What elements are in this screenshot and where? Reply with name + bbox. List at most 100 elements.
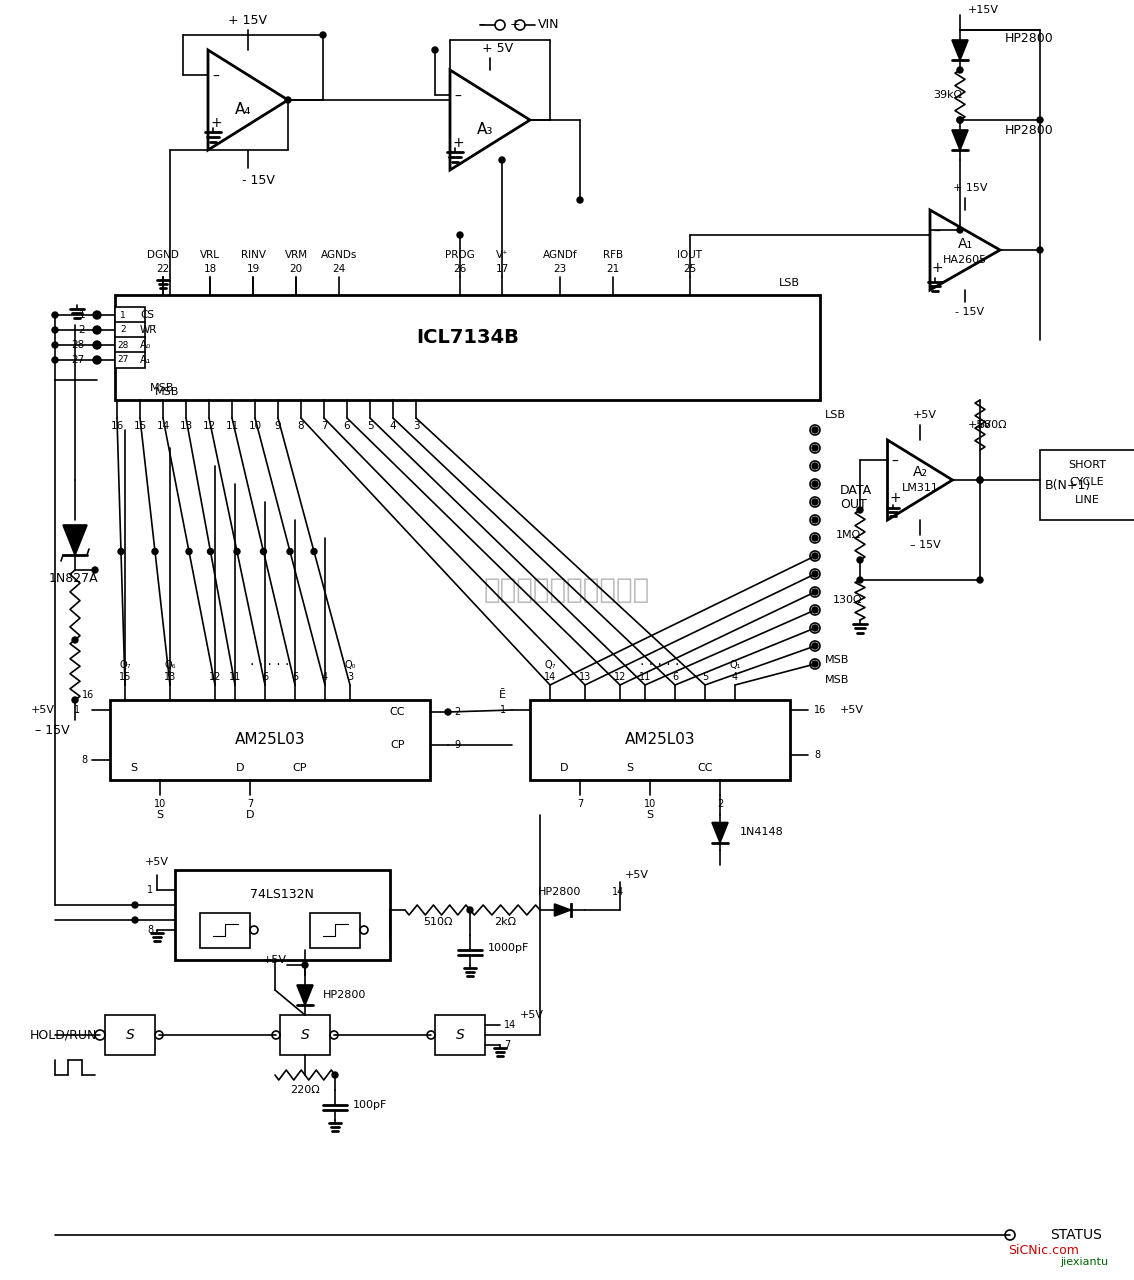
Text: +5V: +5V — [145, 858, 169, 867]
Bar — [175, 870, 390, 960]
Circle shape — [52, 342, 58, 348]
Text: A₁: A₁ — [139, 355, 151, 365]
Text: IOUT: IOUT — [677, 250, 702, 260]
Circle shape — [445, 709, 451, 716]
Text: 10: 10 — [154, 799, 166, 809]
Circle shape — [432, 47, 438, 52]
Text: 680Ω: 680Ω — [978, 420, 1007, 430]
Circle shape — [92, 567, 98, 573]
Text: HP2800: HP2800 — [1005, 123, 1053, 137]
Text: 12: 12 — [202, 421, 215, 431]
Text: 13: 13 — [179, 421, 193, 431]
Circle shape — [577, 197, 583, 204]
Circle shape — [1036, 116, 1043, 123]
Circle shape — [320, 32, 325, 38]
Circle shape — [812, 589, 818, 595]
Text: 130Ω: 130Ω — [833, 595, 863, 605]
Text: + 5V: + 5V — [482, 41, 514, 55]
Text: + 15V: + 15V — [228, 14, 268, 27]
Text: AM25L03: AM25L03 — [625, 732, 695, 748]
Circle shape — [812, 517, 818, 524]
Text: 14: 14 — [612, 887, 624, 897]
Text: 22: 22 — [156, 264, 170, 274]
Text: S̄: S̄ — [156, 810, 163, 820]
Text: OUT: OUT — [840, 498, 866, 512]
Circle shape — [467, 908, 473, 913]
Circle shape — [812, 571, 818, 577]
Text: 6: 6 — [344, 421, 350, 431]
Text: +5V: +5V — [31, 705, 56, 716]
Text: –: – — [212, 70, 220, 84]
Text: 8: 8 — [814, 750, 820, 760]
Text: 9: 9 — [274, 421, 281, 431]
Text: 16: 16 — [814, 705, 827, 716]
Text: +5V: +5V — [625, 870, 649, 881]
Text: LINE: LINE — [1075, 495, 1100, 506]
Bar — [105, 1015, 155, 1055]
Text: MSB: MSB — [155, 387, 179, 397]
Circle shape — [812, 445, 818, 451]
Text: +: + — [931, 261, 942, 275]
Text: 20: 20 — [289, 264, 303, 274]
Text: AGNDs: AGNDs — [321, 250, 357, 260]
Text: DATA: DATA — [840, 484, 872, 497]
Text: RFB: RFB — [603, 250, 623, 260]
Text: 15: 15 — [119, 672, 132, 682]
Text: 74LS132N: 74LS132N — [251, 888, 314, 901]
Text: 9: 9 — [454, 740, 460, 750]
Bar — [310, 913, 359, 947]
Text: 12: 12 — [613, 672, 626, 682]
Text: jiexiantu: jiexiantu — [1060, 1257, 1108, 1267]
Text: · · · · ·: · · · · · — [251, 658, 289, 672]
Text: +: + — [210, 116, 222, 131]
Circle shape — [132, 902, 138, 908]
Text: S̄: S̄ — [130, 763, 137, 773]
Text: 4: 4 — [322, 672, 328, 682]
Text: S: S — [126, 1028, 134, 1042]
Text: Q₁: Q₁ — [729, 660, 741, 669]
Text: WR̄: WR̄ — [139, 325, 158, 335]
Text: HP2800: HP2800 — [323, 989, 366, 1000]
Text: 11: 11 — [638, 672, 651, 682]
Text: 7: 7 — [321, 421, 328, 431]
Polygon shape — [297, 986, 313, 1005]
Text: +: + — [889, 492, 900, 506]
Text: D: D — [236, 763, 244, 773]
Text: AGNDf: AGNDf — [543, 250, 577, 260]
Text: 21: 21 — [607, 264, 619, 274]
Text: B(N+1): B(N+1) — [1046, 479, 1091, 492]
Text: S̄: S̄ — [646, 810, 653, 820]
Text: 4: 4 — [731, 672, 738, 682]
Text: - 15V: - 15V — [242, 174, 274, 187]
Text: –: – — [933, 225, 940, 239]
Text: A₂: A₂ — [913, 465, 928, 479]
Text: MSB: MSB — [826, 675, 849, 685]
Text: 6: 6 — [672, 672, 678, 682]
Bar — [280, 1015, 330, 1055]
Text: 24: 24 — [332, 264, 346, 274]
Text: 1N4148: 1N4148 — [741, 827, 784, 837]
Text: 11: 11 — [226, 421, 238, 431]
Circle shape — [812, 625, 818, 631]
Circle shape — [812, 535, 818, 541]
Text: 220Ω: 220Ω — [290, 1085, 320, 1094]
Text: C̄C̄: C̄C̄ — [389, 707, 405, 717]
Circle shape — [311, 549, 318, 554]
Text: 28: 28 — [71, 340, 85, 349]
Text: HP2800: HP2800 — [539, 887, 582, 897]
Text: 27: 27 — [117, 356, 128, 365]
Text: 23: 23 — [553, 264, 567, 274]
Text: +5V: +5V — [913, 410, 937, 420]
Circle shape — [978, 577, 983, 582]
Circle shape — [208, 549, 213, 554]
Circle shape — [1036, 247, 1043, 253]
Text: 12: 12 — [209, 672, 221, 682]
Text: 25: 25 — [684, 264, 696, 274]
Text: 5: 5 — [702, 672, 708, 682]
Text: Q₇: Q₇ — [119, 660, 130, 669]
Text: 1: 1 — [500, 705, 506, 716]
Text: 8: 8 — [298, 421, 304, 431]
Text: STATUS: STATUS — [1050, 1228, 1102, 1242]
Text: AM25L03: AM25L03 — [235, 732, 305, 748]
Bar — [115, 323, 145, 338]
